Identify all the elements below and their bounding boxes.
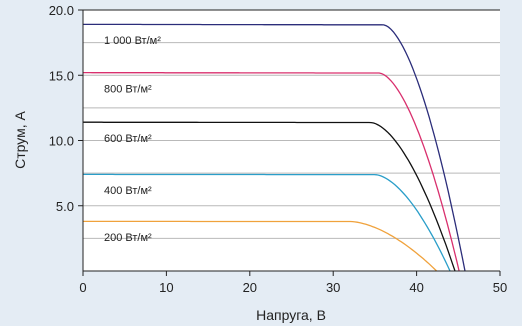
y-tick-label: 15.0	[49, 68, 74, 83]
y-tick-label: 20.0	[49, 3, 74, 18]
x-tick-label: 40	[409, 280, 423, 295]
y-axis-title: Струм, А	[12, 110, 28, 168]
y-tick-label: 5.0	[56, 199, 74, 214]
series-curves	[83, 23, 466, 272]
x-tick-label: 20	[243, 280, 257, 295]
series-label: 800 Вт/м²	[104, 83, 152, 95]
y-tick-label: 10.0	[49, 134, 74, 149]
series-line	[83, 220, 438, 272]
x-tick-label: 0	[79, 280, 86, 295]
series-label: 1 000 Вт/м²	[104, 35, 161, 47]
x-axis-title: Напруга, В	[256, 307, 326, 323]
series-label: 400 Вт/м²	[104, 185, 152, 197]
x-tick-labels: 0 10 20 30 40 50	[79, 271, 507, 295]
series-line	[83, 23, 466, 272]
x-tick-label: 10	[159, 280, 173, 295]
series-line	[83, 71, 460, 272]
grid-lines	[83, 9, 500, 239]
series-labels: 1 000 Вт/м² 800 Вт/м² 600 Вт/м² 400 Вт/м² 20…	[104, 35, 161, 244]
x-tick-label: 30	[326, 280, 340, 295]
x-tick-label: 50	[493, 280, 507, 295]
series-label: 200 Вт/м²	[104, 232, 152, 244]
series-label: 600 Вт/м²	[104, 133, 152, 145]
series-line	[83, 173, 451, 272]
series-line	[83, 121, 456, 272]
y-tick-labels: 5.0 10.0 15.0 20.0	[49, 3, 83, 214]
